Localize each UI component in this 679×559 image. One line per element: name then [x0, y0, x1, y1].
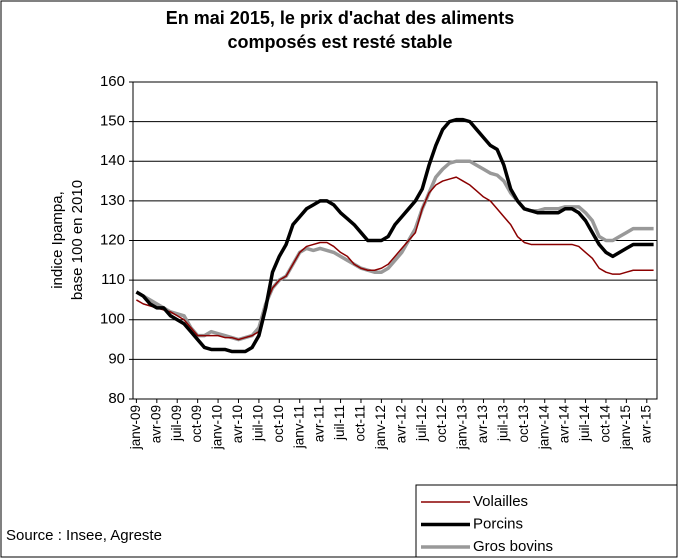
- x-tick-label: avr-09: [148, 405, 163, 443]
- y-tick-label: 100: [100, 311, 125, 328]
- y-tick-label: 150: [100, 113, 125, 130]
- x-tick-label: avr-14: [557, 405, 572, 444]
- legend-label: Volailles: [473, 493, 528, 510]
- x-tick-label: juil-12: [414, 405, 429, 442]
- x-tick-label: avr-11: [312, 405, 327, 442]
- x-tick-label: janv-10: [210, 405, 225, 450]
- x-tick-label: oct-13: [516, 405, 531, 443]
- x-tick-label: juil-10: [250, 405, 265, 442]
- y-tick-label: 90: [108, 350, 125, 367]
- x-tick-label: avr-12: [393, 405, 408, 443]
- x-tick-label: juil-11: [332, 405, 347, 441]
- x-tick-label: juil-09: [169, 405, 184, 442]
- legend-label: Porcins: [473, 515, 523, 532]
- x-tick-label: juil-13: [495, 405, 510, 442]
- y-axis-label: base 100 en 2010: [69, 180, 86, 300]
- x-tick-label: oct-09: [189, 405, 204, 443]
- series-line: [135, 159, 654, 342]
- x-tick-label: oct-12: [434, 405, 449, 443]
- x-tick-label: oct-11: [353, 405, 368, 442]
- x-tick-label: avr-10: [230, 405, 245, 443]
- chart-title: composés est resté stable: [227, 32, 452, 52]
- y-tick-label: 160: [100, 73, 125, 90]
- y-tick-label: 120: [100, 231, 125, 248]
- chart-title: En mai 2015, le prix d'achat des aliment…: [166, 8, 514, 28]
- y-tick-label: 110: [101, 271, 125, 288]
- x-tick-label: janv-14: [536, 405, 551, 451]
- x-tick-label: janv-13: [455, 405, 470, 450]
- series-line: [135, 117, 654, 354]
- y-tick-label: 140: [100, 152, 125, 169]
- series-line: [136, 176, 654, 341]
- x-tick-label: janv-12: [373, 405, 388, 450]
- plot-area: [132, 81, 658, 400]
- y-tick-label: 130: [100, 192, 125, 209]
- legend-label: Gros bovins: [473, 538, 553, 555]
- legend: [415, 484, 678, 558]
- x-tick-label: avr-15: [638, 405, 653, 443]
- y-tick-label: 80: [108, 390, 125, 407]
- x-tick-label: oct-14: [598, 405, 613, 443]
- x-tick-label: avr-13: [475, 405, 490, 443]
- x-tick-label: oct-10: [271, 405, 286, 443]
- source: Source : Insee, Agreste: [6, 527, 162, 544]
- x-tick-label: janv-11: [291, 405, 306, 449]
- x-tick-label: janv-15: [618, 405, 633, 450]
- x-tick-label: janv-09: [128, 405, 143, 450]
- y-axis-label: indice Ipampa,: [49, 191, 66, 289]
- x-tick-label: juil-14: [577, 405, 592, 443]
